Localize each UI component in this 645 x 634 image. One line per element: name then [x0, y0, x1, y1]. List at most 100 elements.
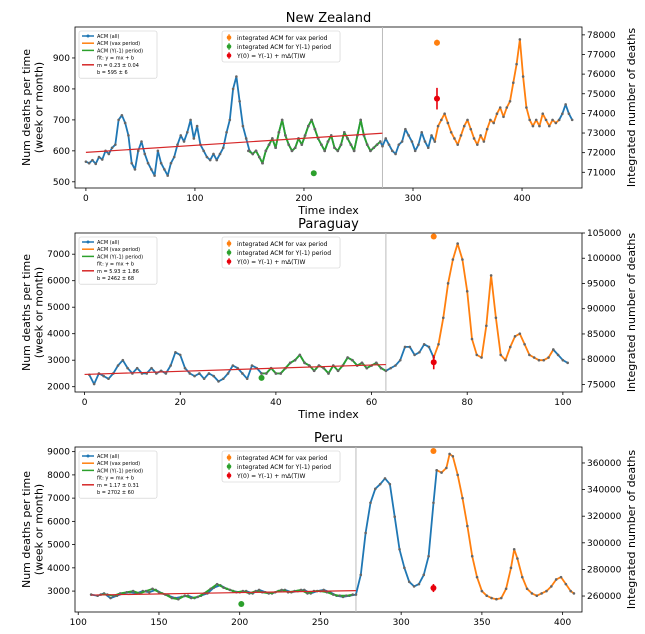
series-point: [179, 134, 183, 137]
y-tick-label: 7000: [47, 250, 70, 260]
series-point: [288, 361, 292, 365]
legend-center: integrated ACM for vax period integrated …: [221, 236, 341, 269]
series-point: [183, 594, 187, 598]
series-point: [91, 158, 94, 162]
y2-tick-label: 90000: [587, 305, 616, 315]
y2-tick-label: 85000: [587, 330, 616, 340]
y2-tick-label: 360000: [587, 459, 622, 469]
series-point: [195, 124, 199, 128]
series-point: [489, 274, 493, 277]
series-point: [155, 372, 158, 375]
legend-label: ACM (vax period): [97, 41, 140, 47]
integrated-point: [430, 359, 437, 366]
legend-swatch-dot: [226, 455, 232, 460]
integrated-point: [430, 233, 437, 240]
series-point: [116, 364, 120, 367]
legend-label: ACM (Y(-1) period): [97, 468, 143, 474]
series-point: [271, 137, 274, 140]
x-tick-label: 150: [150, 618, 167, 628]
series-point: [121, 358, 125, 362]
series-point: [153, 174, 156, 177]
series-point: [144, 589, 148, 593]
fit-line: [85, 132, 383, 153]
series-point: [515, 62, 518, 66]
series-point: [177, 597, 180, 601]
x-tick-label: 0: [83, 194, 89, 204]
series-point: [400, 140, 404, 143]
legend-swatch-dot: [226, 259, 232, 264]
series-point: [192, 137, 196, 140]
chart-panel-1: Paraguay 0 20 40 60 80 100 2000 3000 4000 5000 6000…: [20, 217, 638, 421]
series-point: [390, 149, 394, 153]
series-point: [107, 152, 111, 156]
series-point: [298, 353, 302, 357]
series-point: [212, 152, 215, 156]
legend-left: ACM (all)ACM (vax period)ACM (Y(-1) peri…: [78, 30, 158, 79]
series-point: [449, 130, 453, 134]
series-point: [126, 366, 129, 370]
y2-tick-label: 100000: [587, 254, 622, 264]
series-point: [384, 369, 388, 373]
series-point: [532, 356, 536, 359]
series-point: [176, 143, 179, 146]
series-point: [123, 121, 127, 125]
integrated-point: [430, 447, 437, 454]
series-point: [293, 358, 297, 362]
series-point: [569, 589, 572, 593]
series-point: [120, 113, 124, 117]
y2-tick-label: 76000: [587, 70, 616, 80]
series-point: [384, 137, 388, 140]
legend-box: [221, 236, 341, 269]
series-point: [284, 134, 287, 137]
y-tick-label: 6000: [47, 517, 70, 527]
series-point: [159, 161, 163, 165]
series-point: [308, 364, 311, 367]
series-point: [397, 143, 401, 146]
series-point: [343, 130, 346, 134]
series-line: [558, 103, 573, 121]
y2-tick-label: 95000: [587, 279, 616, 289]
series-point: [525, 106, 528, 109]
series-point: [456, 143, 460, 146]
series-point: [265, 372, 268, 375]
series-point: [504, 587, 508, 591]
series-point: [534, 118, 538, 122]
y2-tick-label: 74000: [587, 109, 616, 119]
legend-label: Y(0) = Y(-1) + mΔ(T)W: [236, 259, 305, 266]
series-point: [127, 134, 130, 137]
series-point: [556, 353, 560, 357]
series-point: [94, 162, 98, 166]
series-point: [531, 124, 535, 128]
integrated-point: [433, 39, 440, 46]
x-tick-label: 200: [231, 618, 248, 628]
series-point: [221, 377, 225, 381]
legend-swatch-dot: [226, 250, 232, 255]
legend-left: ACM (all)ACM (vax period)ACM (Y(-1) peri…: [78, 236, 158, 285]
legend-label: fit: y = mx + b: [97, 476, 134, 482]
series-point: [338, 594, 342, 598]
x-tick-label: 100: [554, 398, 571, 408]
series-point: [388, 482, 392, 486]
series-point: [228, 588, 232, 592]
series-point: [521, 75, 525, 78]
series-point: [412, 585, 416, 588]
series-point: [109, 596, 112, 600]
series-point: [280, 118, 284, 122]
legend-swatch-dot: [226, 44, 232, 49]
series-point: [359, 118, 362, 122]
series-point: [107, 377, 110, 381]
series-point: [505, 106, 509, 109]
series-point: [346, 356, 349, 359]
series-point: [520, 575, 524, 579]
series-point: [480, 589, 484, 593]
chart-title: Peru: [314, 431, 343, 446]
series-point: [479, 134, 482, 137]
series-point: [313, 127, 317, 131]
series-point: [164, 372, 168, 375]
y-tick-label: 9000: [47, 448, 70, 458]
series-point: [231, 364, 235, 367]
legend-label: m = 0.23 ± 0.04: [97, 63, 139, 69]
series-line: [261, 354, 387, 375]
series-point: [459, 134, 463, 137]
series-point: [374, 487, 377, 491]
